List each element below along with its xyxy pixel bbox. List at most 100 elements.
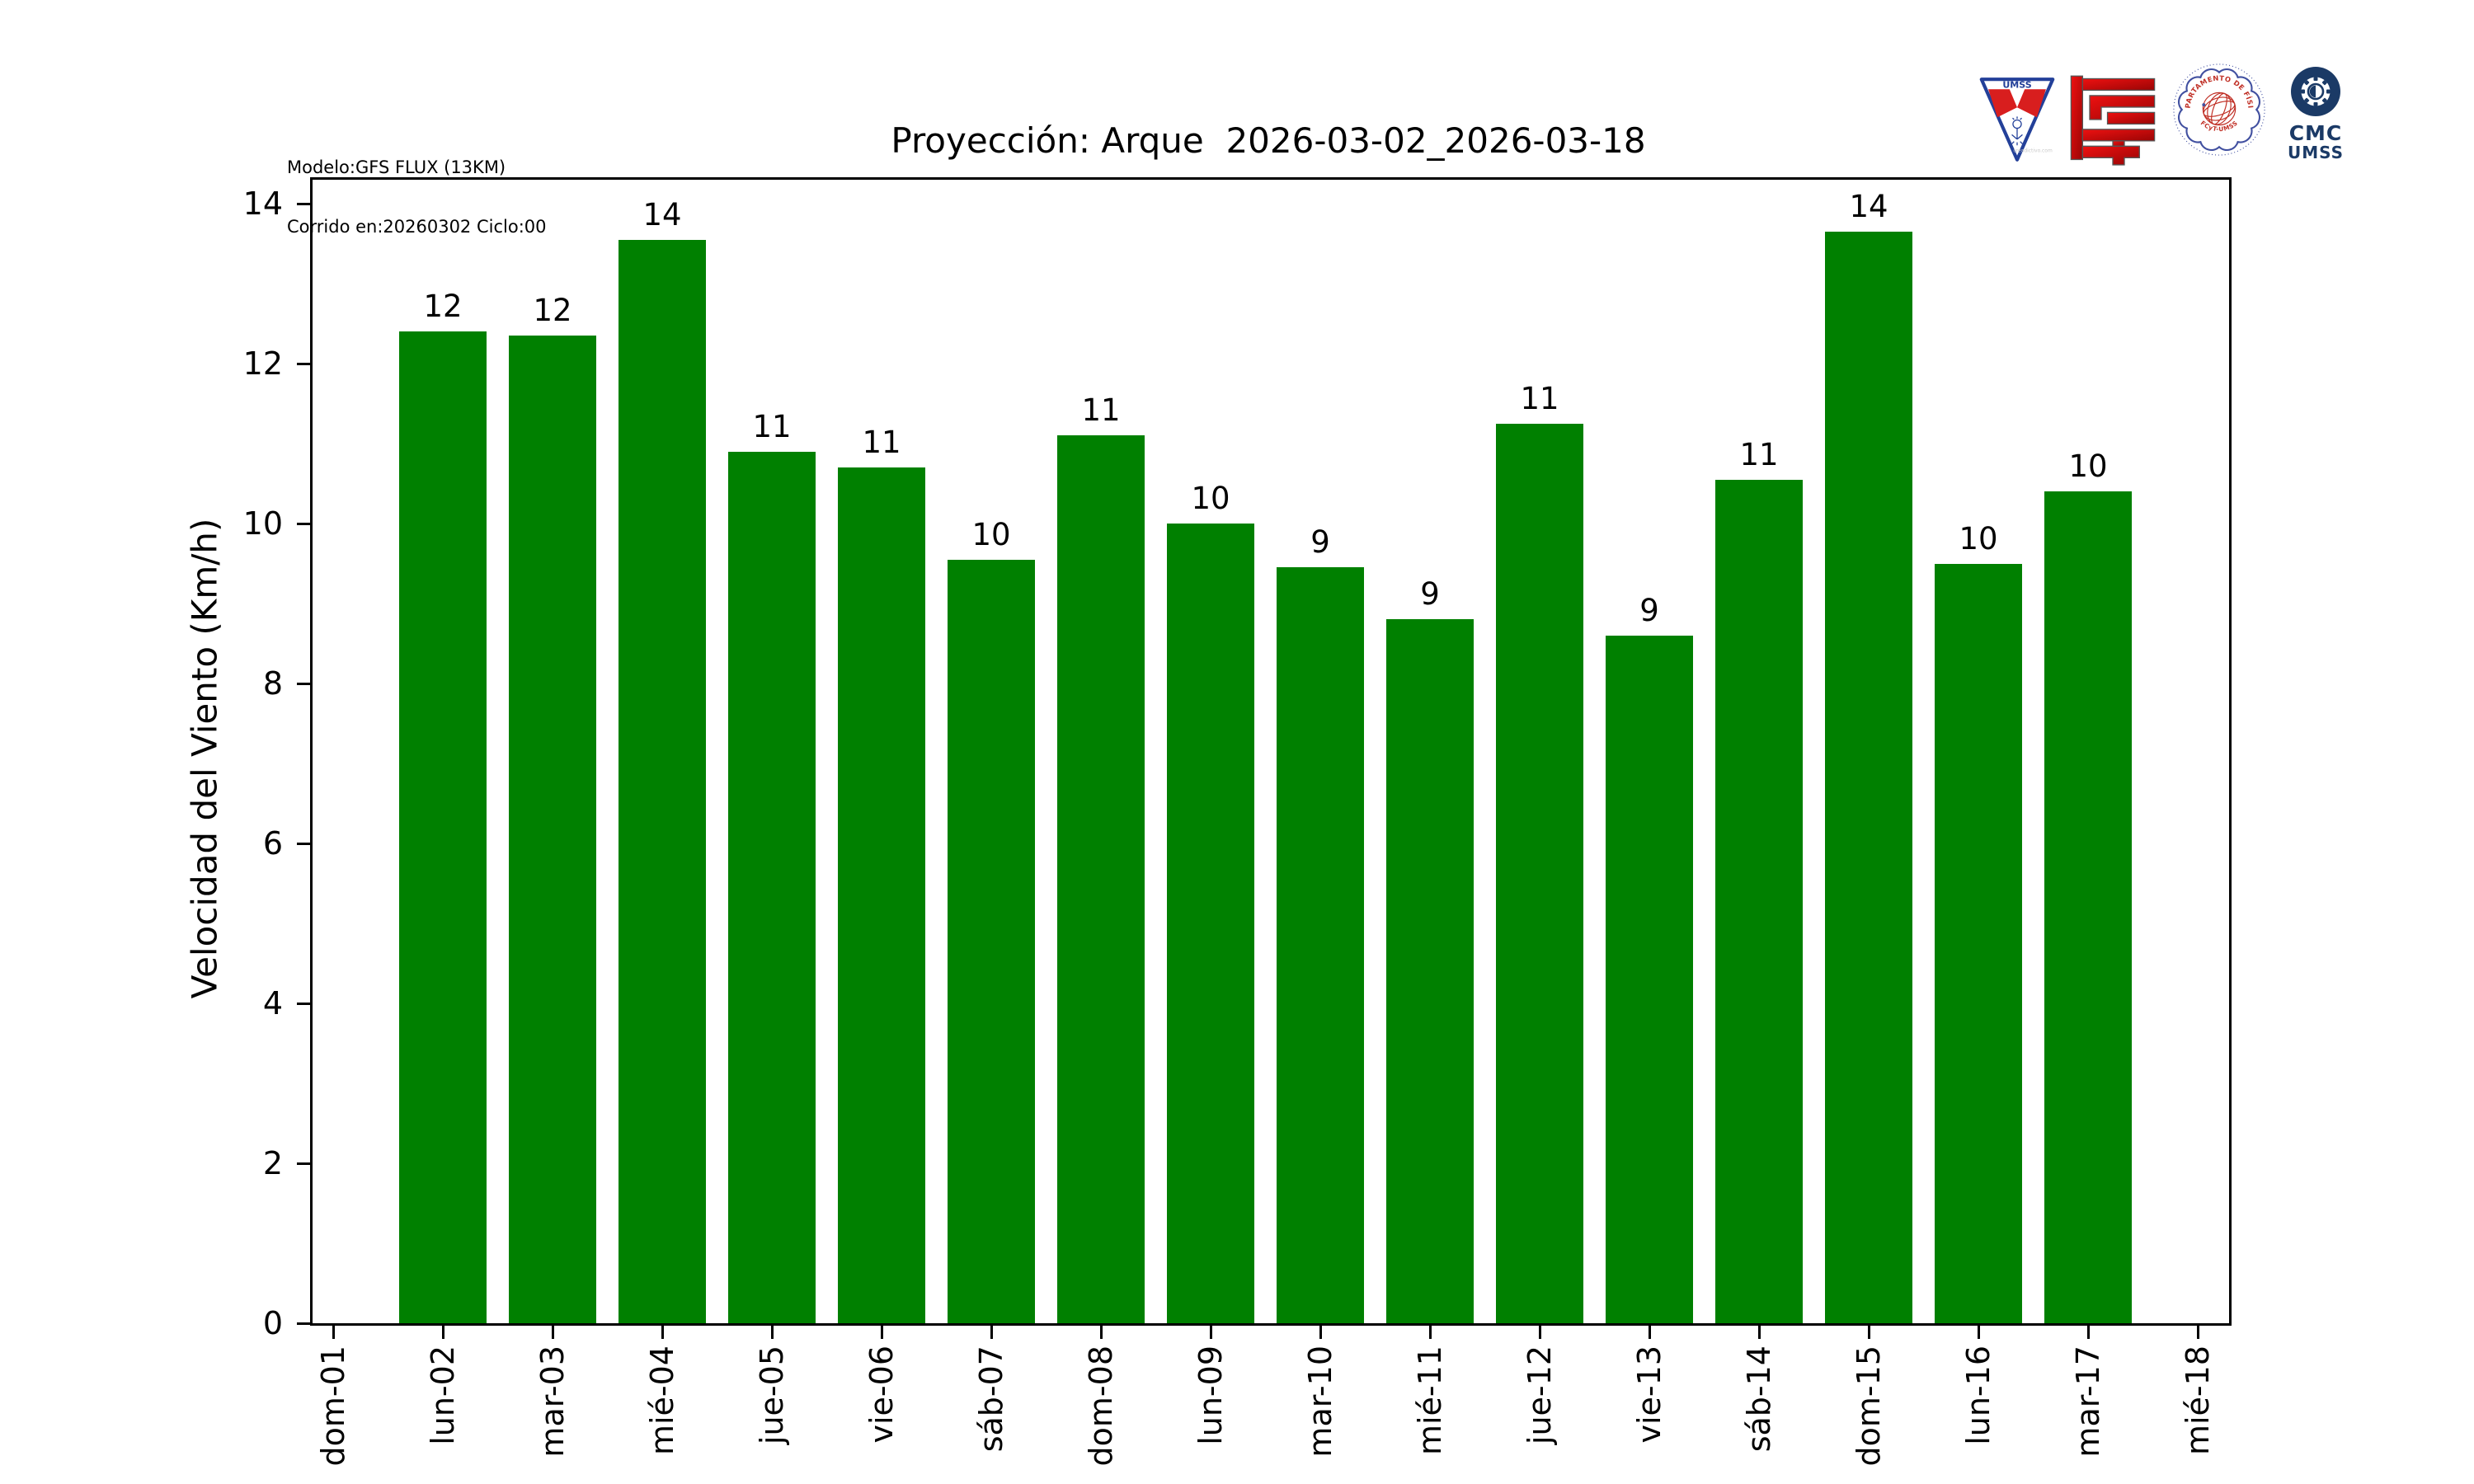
bar-value-label: 10	[1191, 481, 1230, 516]
bar	[838, 467, 925, 1323]
y-tick-label: 10	[242, 505, 283, 542]
x-tick-text: mar-03	[534, 1345, 571, 1458]
logo-row: UMSS creadictivo.com	[1979, 59, 2350, 166]
umss-red-right	[2017, 89, 2046, 118]
x-tick-label: mar-03	[534, 1345, 647, 1458]
x-tick-mark	[661, 1326, 664, 1339]
x-tick-text: vie-06	[863, 1345, 900, 1444]
x-tick-text: mar-10	[1302, 1345, 1338, 1458]
x-tick-mark	[1099, 1326, 1103, 1339]
bar	[509, 336, 596, 1323]
y-tick-mark	[297, 202, 310, 205]
x-tick-label: mié-18	[2180, 1345, 2290, 1455]
x-tick-label: mié-11	[1412, 1345, 1522, 1455]
x-tick-label: mié-04	[644, 1345, 755, 1455]
x-tick-label: vie-13	[1631, 1345, 1730, 1444]
x-tick-mark	[1538, 1326, 1541, 1339]
bar	[399, 331, 487, 1323]
seal-scallop-border	[2177, 68, 2261, 152]
cmc-text-line1: CMC	[2288, 121, 2343, 145]
x-tick-mark	[1428, 1326, 1432, 1339]
x-tick-label: dom-08	[1083, 1345, 1204, 1466]
y-tick-mark	[297, 1322, 310, 1325]
y-axis-label: Velocidad del Viento (Km/h)	[184, 518, 225, 999]
model-info: Modelo:GFS FLUX (13KM) Corrido en:202603…	[287, 118, 547, 256]
plot-area: 0 2 4 6 8 10 12 14 dom-01 lun-02 mar-03 mié-04 jue-0…	[243, 177, 2232, 1466]
x-tick-text: jue-12	[1522, 1345, 1558, 1445]
x-tick-mark	[332, 1326, 335, 1339]
bar-value-label: 9	[1420, 576, 1440, 612]
y-tick-mark	[297, 522, 310, 525]
x-tick-text: dom-15	[1851, 1345, 1887, 1467]
umss-red-left	[1988, 89, 2017, 118]
bar-value-label: 12	[423, 289, 463, 324]
bar	[948, 560, 1035, 1323]
bar	[1386, 619, 1474, 1323]
x-tick-label: jue-12	[1522, 1345, 1621, 1444]
seal-blue-dot	[2202, 103, 2206, 107]
y-tick-label: 2	[262, 1145, 283, 1181]
x-tick-mark	[880, 1326, 883, 1339]
y-tick-mark	[297, 682, 310, 685]
fisica-seal-logo: DEPARTAMENTO DE FÍSICA FCyT-UMSS	[2171, 61, 2265, 156]
seal-dotted-ring	[2173, 63, 2265, 156]
x-tick-mark	[990, 1326, 993, 1339]
x-tick-mark	[1319, 1326, 1322, 1339]
chart-title: Proyección: Arque 2026-03-02_2026-03-18	[891, 120, 1646, 161]
x-tick-label: dom-15	[1851, 1345, 1972, 1466]
umss-watermark: creadictivo.com	[2013, 148, 2053, 154]
x-tick-mark	[1648, 1326, 1651, 1339]
bar-value-label: 14	[642, 197, 682, 232]
x-tick-mark	[2086, 1326, 2090, 1339]
x-tick-label: jue-05	[754, 1345, 854, 1444]
x-tick-text: mié-18	[2180, 1345, 2216, 1456]
y-tick-label: 4	[262, 985, 283, 1022]
x-tick-label: dom-01	[315, 1345, 436, 1466]
y-tick-label: 12	[242, 345, 283, 383]
x-tick-mark	[441, 1326, 444, 1339]
x-tick-text: lun-02	[425, 1345, 461, 1445]
x-tick-mark	[1867, 1326, 1870, 1339]
y-tick-label: 6	[262, 825, 283, 862]
x-tick-text: lun-16	[1960, 1345, 1997, 1445]
run-line: Corrido en:20260302 Ciclo:00	[287, 217, 547, 237]
bar-value-label: 11	[752, 409, 792, 444]
bar-value-label: 9	[1639, 593, 1659, 628]
bar-value-label: 10	[2068, 448, 2108, 484]
x-tick-label: lun-02	[425, 1345, 525, 1445]
x-tick-text: sáb-07	[973, 1345, 1009, 1453]
bar	[1606, 636, 1693, 1323]
x-tick-text: lun-09	[1192, 1345, 1229, 1445]
fcyt-bars	[2070, 75, 2156, 166]
x-tick-mark	[551, 1326, 554, 1339]
x-tick-mark	[2196, 1326, 2199, 1339]
x-tick-mark	[770, 1326, 774, 1339]
y-tick-mark	[297, 842, 310, 845]
umss-shield-logo: UMSS creadictivo.com	[1979, 77, 2055, 162]
bar-value-label: 10	[971, 517, 1011, 552]
bar-value-label: 9	[1310, 524, 1330, 560]
bar	[2044, 491, 2132, 1323]
x-tick-text: jue-05	[754, 1345, 790, 1445]
cmc-gear-icon	[2291, 67, 2340, 116]
x-tick-text: mié-11	[1412, 1345, 1448, 1456]
y-tick-mark	[297, 362, 310, 365]
bar-value-label: 11	[1739, 437, 1779, 472]
bar-value-label: 10	[1959, 521, 1998, 556]
x-tick-label: mar-10	[1302, 1345, 1415, 1458]
x-tick-text: mié-04	[644, 1345, 680, 1456]
model-line: Modelo:GFS FLUX (13KM)	[287, 157, 506, 177]
bar	[1057, 435, 1145, 1323]
y-tick-mark	[297, 1162, 310, 1165]
x-tick-label: mar-17	[2070, 1345, 2183, 1458]
x-tick-label: sáb-14	[1741, 1345, 1848, 1452]
x-tick-label: sáb-07	[973, 1345, 1080, 1452]
cmc-text-line2: UMSS	[2287, 143, 2345, 162]
fcyt-logo	[2070, 75, 2156, 166]
y-tick-label: 8	[262, 665, 283, 702]
x-tick-text: dom-01	[315, 1345, 351, 1467]
x-tick-mark	[1209, 1326, 1212, 1339]
y-tick-mark	[297, 1002, 310, 1005]
bar	[1825, 232, 1912, 1323]
bar	[618, 240, 706, 1323]
